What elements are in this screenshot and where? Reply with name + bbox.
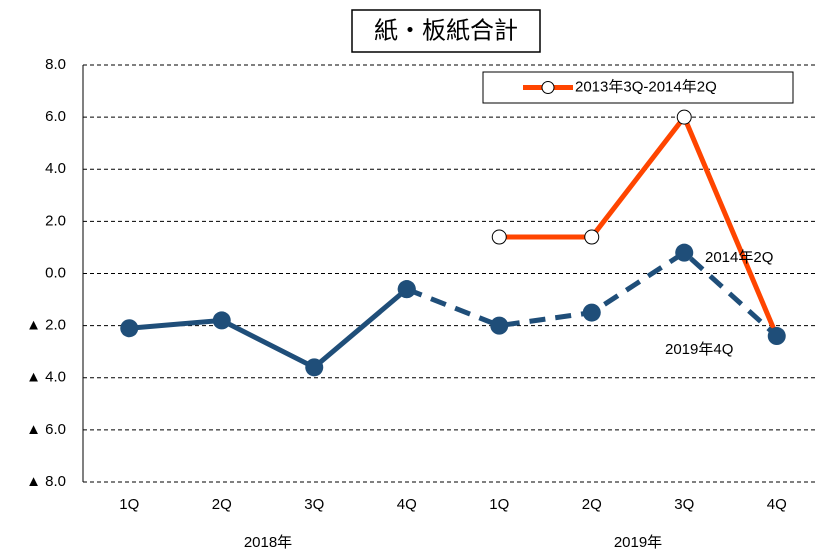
- y-tick-label: ▲ 4.0: [26, 369, 66, 386]
- x-tick-label: 2Q: [582, 496, 602, 513]
- marker: [675, 243, 694, 262]
- x-tick-label: 1Q: [119, 496, 139, 513]
- y-tick-label: ▲ 6.0: [26, 421, 66, 438]
- y-tick-label: 8.0: [45, 56, 66, 73]
- y-tick-label: 6.0: [45, 108, 66, 125]
- marker: [584, 229, 600, 245]
- x-tick-label: 4Q: [397, 496, 417, 513]
- x-tick-label: 1Q: [489, 496, 509, 513]
- title-box: [351, 9, 541, 53]
- legend-marker: [541, 81, 555, 94]
- series-line: [499, 112, 780, 338]
- marker: [582, 303, 601, 322]
- marker: [212, 311, 231, 330]
- y-tick-label: 2.0: [45, 212, 66, 229]
- marker: [120, 319, 139, 338]
- x-tick-label: 2Q: [212, 496, 232, 513]
- marker: [305, 358, 324, 377]
- x-group-label: 2019年: [614, 534, 662, 551]
- x-tick-label: 4Q: [767, 496, 787, 513]
- marker: [767, 327, 786, 346]
- marker: [676, 109, 692, 125]
- y-tick-label: ▲ 8.0: [26, 473, 66, 490]
- y-tick-label: 4.0: [45, 160, 66, 177]
- x-group-label: 2018年: [244, 534, 292, 551]
- y-tick-label: ▲ 2.0: [26, 317, 66, 334]
- legend-label: 2013年3Q-2014年2Q: [575, 78, 717, 95]
- y-tick-label: 0.0: [45, 264, 66, 281]
- annotation: 2014年2Q: [705, 249, 773, 266]
- series-line: [129, 287, 409, 371]
- x-tick-label: 3Q: [674, 496, 694, 513]
- annotation: 2019年4Q: [665, 341, 733, 358]
- marker: [491, 229, 507, 245]
- chart-title: 紙・板紙合計: [374, 17, 518, 44]
- marker: [490, 316, 509, 335]
- marker: [397, 280, 416, 299]
- x-tick-label: 3Q: [304, 496, 324, 513]
